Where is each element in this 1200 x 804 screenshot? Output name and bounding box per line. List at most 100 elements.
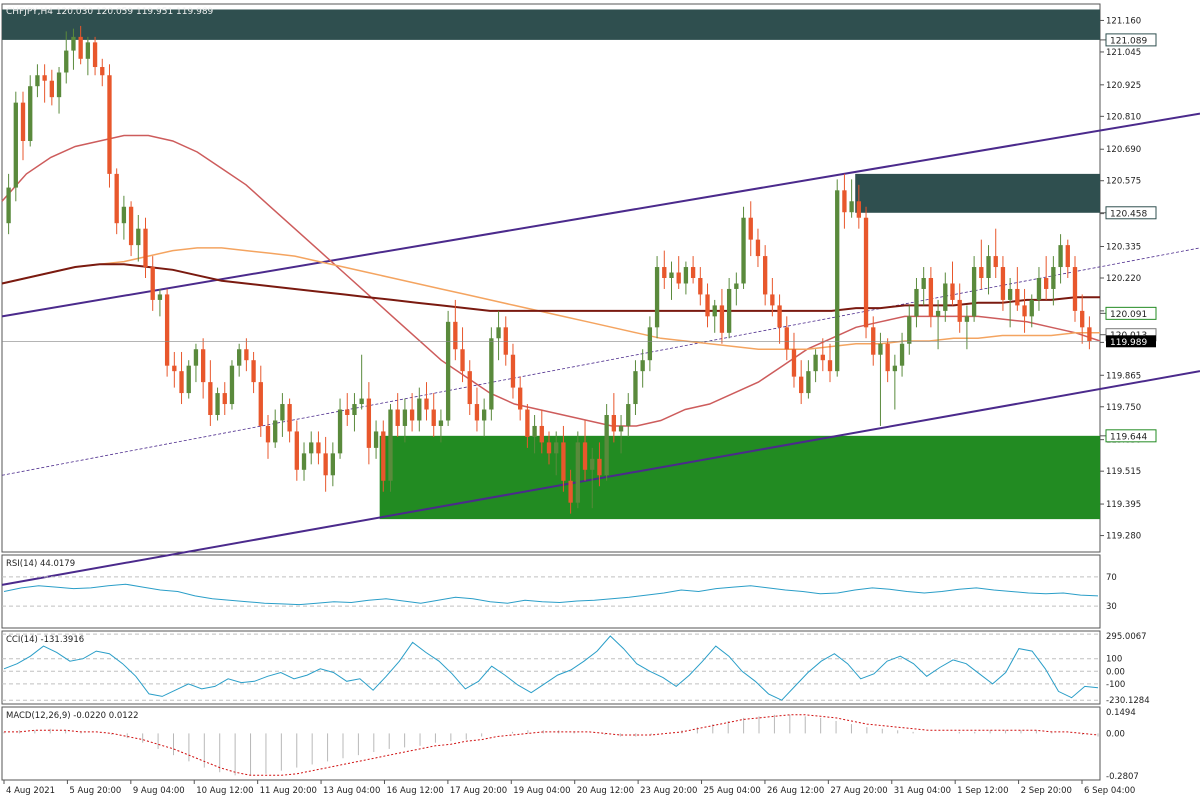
level-label: 121.089 xyxy=(1110,36,1147,46)
candle-body xyxy=(1051,267,1056,289)
candle-body xyxy=(409,409,415,421)
candle-body xyxy=(1080,310,1085,328)
candle-body xyxy=(28,86,33,141)
xtick-label: 4 Aug 2021 xyxy=(6,786,55,796)
candle-body xyxy=(251,360,256,383)
macd-panel: 0.1494 0.00 -0.2807 MACD(12,26,9) -0.0220 0… xyxy=(3,708,1139,782)
candle-body xyxy=(993,256,998,268)
candle-body xyxy=(222,393,227,405)
candle-body xyxy=(662,267,667,278)
candle-body xyxy=(337,409,343,454)
rsi-panel-frame xyxy=(1,554,1101,629)
candle-body xyxy=(971,267,977,317)
candle-body xyxy=(741,217,746,284)
candle-body xyxy=(301,453,307,470)
xtick-label: 27 Aug 20:00 xyxy=(830,786,887,796)
candle-body xyxy=(510,354,516,388)
candle-body xyxy=(164,294,170,366)
candle-body xyxy=(590,458,595,470)
candle-body xyxy=(273,420,278,443)
price-ytick-label: 120.335 xyxy=(1106,242,1141,252)
candle-body xyxy=(208,382,213,415)
candle-body xyxy=(1058,245,1063,268)
candle-body xyxy=(193,349,199,366)
candle-body xyxy=(42,75,47,81)
candle-body xyxy=(1065,245,1070,268)
xtick-label: 11 Aug 20:00 xyxy=(260,786,317,796)
candle-body xyxy=(309,442,314,454)
ma-line-0 xyxy=(1,134,1101,427)
price-ytick-label: 119.280 xyxy=(1106,532,1141,542)
candle-body xyxy=(892,365,898,372)
level-label-box xyxy=(1105,206,1157,220)
candle-body xyxy=(539,425,544,443)
candle-body xyxy=(172,365,177,372)
price-ytick-label: 119.395 xyxy=(1106,500,1141,510)
candle-body xyxy=(856,201,861,218)
zone-supply-0 xyxy=(2,9,1100,40)
price-title: CHFJPY,H4 120.030 120.059 119.951 119.98… xyxy=(6,7,214,17)
candle-body xyxy=(1029,299,1034,317)
candle-body xyxy=(359,398,364,405)
candle-body xyxy=(100,67,105,76)
cci-ytick-label: -230.1284 xyxy=(1106,696,1150,706)
xtick-label: 6 Sep 04:00 xyxy=(1084,786,1135,796)
candle-body xyxy=(935,310,941,317)
candle-body xyxy=(496,327,501,339)
candle-body xyxy=(35,75,40,87)
candle-body xyxy=(907,316,912,344)
candle-body xyxy=(467,371,472,405)
candle-body xyxy=(280,404,285,421)
xtick-label: 19 Aug 04:00 xyxy=(513,786,570,796)
channel-lower-line xyxy=(1,370,1200,586)
candle-body xyxy=(200,349,206,383)
candle-body xyxy=(388,409,393,481)
candle-body xyxy=(611,415,617,432)
candle-body xyxy=(352,404,357,415)
candle-body xyxy=(56,72,62,98)
candle-body xyxy=(1015,288,1020,306)
candle-body xyxy=(835,190,840,372)
rsi-line xyxy=(3,583,1099,606)
candle-body xyxy=(640,360,645,372)
candle-body xyxy=(128,206,134,246)
candle-body xyxy=(618,425,624,432)
candle-body xyxy=(237,349,242,366)
candle-body xyxy=(49,80,54,98)
candle-body xyxy=(150,267,155,300)
candle-body xyxy=(381,431,386,481)
candle-body xyxy=(784,327,789,350)
xtick-label: 17 Aug 20:00 xyxy=(450,786,507,796)
cci-panel: 295.0067 100 0.00 -100 -230.1284 CCI(14) -131… xyxy=(2,632,1150,706)
zone-demand-2 xyxy=(379,435,1100,520)
candle-body xyxy=(179,371,184,394)
candle-body xyxy=(294,431,299,470)
xtick-label: 23 Aug 20:00 xyxy=(640,786,697,796)
level-label-box xyxy=(1105,429,1157,443)
candle-body xyxy=(1087,327,1092,342)
candle-body xyxy=(323,453,328,476)
candle-body xyxy=(683,267,689,284)
price-panel: 121.160 121.045 120.925 120.810 120.690 120.5… xyxy=(1,7,1200,586)
candle-body xyxy=(748,217,753,240)
xtick-label: 1 Sep 12:00 xyxy=(957,786,1008,796)
candle-body xyxy=(964,316,970,322)
candle-body xyxy=(1036,278,1042,300)
macd-ytick-label: 0.00 xyxy=(1106,729,1125,739)
candle-body xyxy=(402,409,408,426)
candle-body xyxy=(373,431,379,448)
candle-body xyxy=(136,228,141,246)
candle-body xyxy=(157,294,163,300)
candle-body xyxy=(827,360,833,372)
xtick-label: 13 Aug 04:00 xyxy=(323,786,380,796)
candle-body xyxy=(878,343,883,355)
channel-mid-line xyxy=(1,247,1200,476)
cci-ytick-label: 295.0067 xyxy=(1106,632,1147,642)
candle-body xyxy=(770,294,775,306)
candle-body xyxy=(791,349,797,377)
candle-body xyxy=(265,425,271,443)
candle-body xyxy=(107,75,112,174)
candle-body xyxy=(71,36,76,51)
candle-body xyxy=(669,272,674,278)
